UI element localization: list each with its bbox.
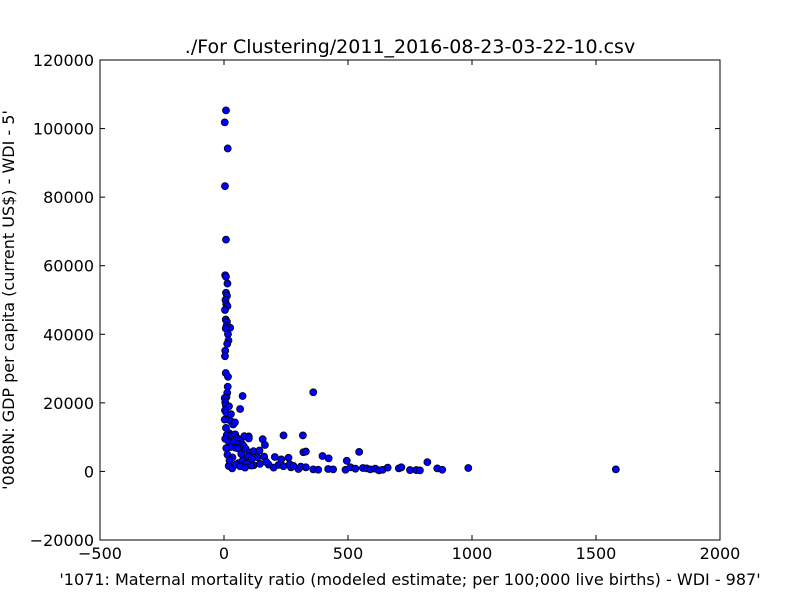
data-point — [261, 441, 269, 449]
data-point — [237, 450, 246, 458]
data-point — [236, 405, 245, 413]
x-tick-label: −500 — [78, 544, 122, 563]
data-point — [244, 434, 253, 443]
data-point — [269, 463, 278, 472]
x-axis-label: '1071: Maternal mortality ratio (modeled… — [59, 570, 760, 589]
y-tick-label: −20000 — [30, 531, 94, 550]
data-point — [464, 464, 473, 472]
x-tick-label: 1500 — [576, 544, 617, 563]
data-point — [221, 182, 229, 191]
x-tick-label: 2000 — [700, 544, 741, 563]
y-tick-label: 120000 — [33, 51, 94, 70]
data-point — [298, 431, 307, 440]
data-point — [383, 463, 392, 472]
data-point — [309, 388, 318, 397]
x-tick-label: 1000 — [452, 544, 493, 563]
data-point — [222, 444, 231, 453]
data-point — [221, 352, 229, 361]
y-axis-label: '0808N: GDP per capita (current US$) - W… — [0, 110, 18, 490]
data-point — [416, 466, 424, 475]
x-tick-label: 500 — [333, 544, 364, 563]
data-point — [438, 465, 447, 474]
data-point — [248, 454, 256, 463]
x-tick-label: 0 — [219, 544, 229, 563]
data-point — [231, 418, 239, 427]
data-point — [351, 464, 360, 473]
data-point — [222, 272, 230, 281]
data-point — [224, 372, 232, 381]
y-tick-label: 20000 — [43, 394, 94, 413]
axis-ticks: −500 0 500 1000 1500 2000 −20000 0 20000 40000 600… — [30, 51, 741, 563]
plot-area — [99, 59, 721, 541]
data-point — [255, 446, 264, 455]
data-point — [241, 463, 249, 472]
data-point — [324, 454, 333, 463]
data-point — [355, 447, 364, 456]
y-tick-label: 0 — [84, 462, 94, 481]
data-point — [222, 106, 230, 115]
data-point — [223, 339, 232, 348]
data-point — [270, 453, 279, 461]
data-points — [220, 106, 620, 475]
data-point — [611, 465, 620, 474]
data-point — [223, 144, 232, 153]
data-point — [220, 118, 229, 127]
data-point — [222, 235, 230, 244]
y-tick-label: 60000 — [43, 257, 94, 276]
y-tick-label: 80000 — [43, 188, 94, 207]
data-point — [227, 410, 235, 419]
data-point — [221, 306, 229, 314]
data-point — [238, 392, 247, 400]
y-tick-label: 100000 — [33, 120, 94, 139]
data-point — [342, 456, 351, 465]
y-tick-label: 40000 — [43, 325, 94, 344]
data-point — [397, 463, 406, 472]
data-point — [423, 458, 432, 467]
data-point — [314, 465, 323, 474]
chart-title: ./For Clustering/2011_2016-08-23-03-22-1… — [185, 36, 635, 58]
data-point — [223, 279, 232, 288]
data-point — [329, 465, 338, 474]
data-point — [262, 457, 271, 466]
data-point — [301, 463, 310, 472]
data-point — [284, 453, 293, 462]
data-point — [289, 462, 298, 470]
data-point — [225, 456, 234, 465]
data-point — [301, 447, 310, 456]
data-point — [279, 431, 288, 440]
